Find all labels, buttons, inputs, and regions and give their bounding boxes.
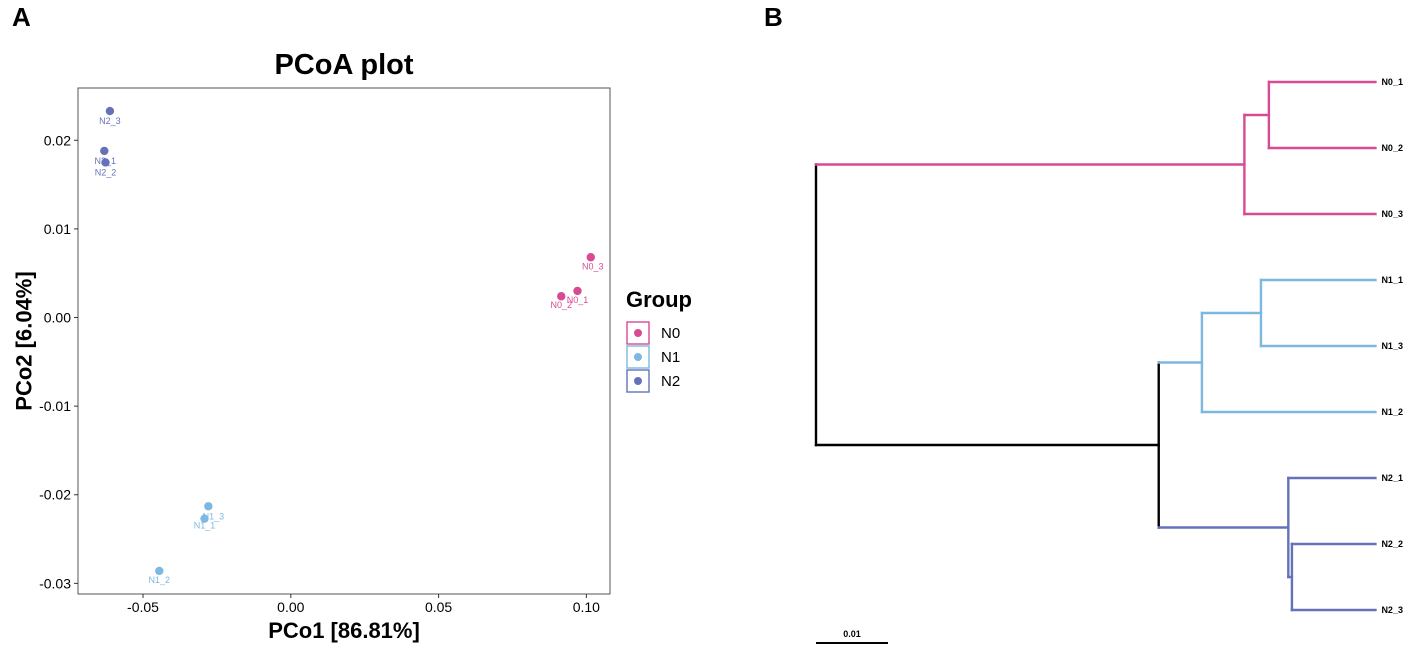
- point-label-n0_2: N0_2: [550, 300, 572, 310]
- x-tick-label: 0.10: [573, 599, 600, 615]
- leaf-label-n0_3: N0_3: [1381, 209, 1403, 219]
- point-label-n2_2: N2_2: [95, 167, 117, 177]
- leaf-label-n0_2: N0_2: [1381, 143, 1403, 153]
- point-label-n1_3: N1_3: [203, 511, 225, 521]
- points-layer: N0_1N0_2N0_3N1_1N1_2N1_3N2_1N2_2N2_3: [95, 106, 604, 585]
- point-n2_2: [101, 158, 110, 167]
- point-n0_3: [586, 253, 595, 262]
- x-tick-label: 0.05: [425, 599, 452, 615]
- x-axis-label: PCo1 [86.81%]: [268, 618, 420, 643]
- x-tick-label: -0.05: [127, 599, 159, 615]
- point-label-n1_1: N1_1: [194, 521, 216, 531]
- panel-letter-a: A: [12, 2, 31, 32]
- legend-dot-n1: [634, 353, 642, 361]
- leaf-label-n0_1: N0_1: [1381, 77, 1403, 87]
- legend-dot-n2: [634, 377, 642, 385]
- legend-label-n2: N2: [661, 373, 680, 390]
- x-tick-label: 0.00: [277, 599, 304, 615]
- chart-title: PCoA plot: [274, 49, 413, 81]
- point-label-n2_3: N2_3: [99, 116, 121, 126]
- y-axis-label: PCo2 [6.04%]: [12, 271, 37, 410]
- leaf-label-n1_1: N1_1: [1381, 275, 1403, 285]
- leaf-label-n1_3: N1_3: [1381, 341, 1403, 351]
- leaf-label-n2_1: N2_1: [1381, 473, 1403, 483]
- legend-dot-n0: [634, 329, 642, 337]
- point-n1_1: [200, 514, 209, 523]
- y-tick-label: 0.00: [44, 310, 71, 326]
- point-n0_2: [557, 292, 566, 301]
- point-label-n1_2: N1_2: [149, 575, 171, 585]
- point-n2_3: [105, 106, 115, 116]
- panel-letter-b: B: [764, 2, 783, 32]
- y-axis: -0.03 -0.02 -0.01 0.00 0.01 0.02: [39, 132, 78, 591]
- point-label-n0_1: N0_1: [567, 295, 589, 305]
- y-tick-label: -0.03: [39, 575, 71, 591]
- point-n2_1: [100, 146, 109, 156]
- legend-title: Group: [626, 287, 692, 312]
- tree-leaf-labels: N0_1 N0_2 N0_3 N1_1 N1_3 N1_2 N2_1 N2_2 N2_3: [1381, 77, 1403, 615]
- y-tick-label: 0.01: [44, 221, 71, 237]
- scale-bar-label: 0.01: [843, 629, 861, 639]
- y-tick-label: -0.02: [39, 487, 71, 503]
- leaf-label-n2_2: N2_2: [1381, 539, 1403, 549]
- y-tick-label: 0.02: [44, 132, 71, 148]
- tree-branches: [814, 80, 1377, 612]
- point-n1_2: [155, 566, 164, 576]
- legend: Group N0 N1 N2: [626, 287, 692, 393]
- leaf-label-n2_3: N2_3: [1381, 605, 1403, 615]
- y-tick-label: -0.01: [39, 398, 71, 414]
- point-n1_3: [204, 502, 213, 511]
- point-n0_1: [573, 286, 582, 296]
- x-axis: -0.05 0.00 0.05 0.10: [127, 594, 600, 615]
- leaf-label-n1_2: N1_2: [1381, 407, 1403, 417]
- scale-bar: 0.01: [816, 629, 888, 644]
- plot-panel-border: [77, 87, 611, 595]
- legend-label-n0: N0: [661, 325, 680, 342]
- legend-label-n1: N1: [661, 349, 680, 366]
- dendrogram: N0_1 N0_2 N0_3 N1_1 N1_3 N1_2 N2_1 N2_2 N2_3 0.0…: [814, 77, 1403, 644]
- pcoa-chart: PCoA plot -0.05 0.00 0.05 0.10 -0.03-0.02-0…: [12, 49, 692, 643]
- point-label-n0_3: N0_3: [582, 261, 604, 271]
